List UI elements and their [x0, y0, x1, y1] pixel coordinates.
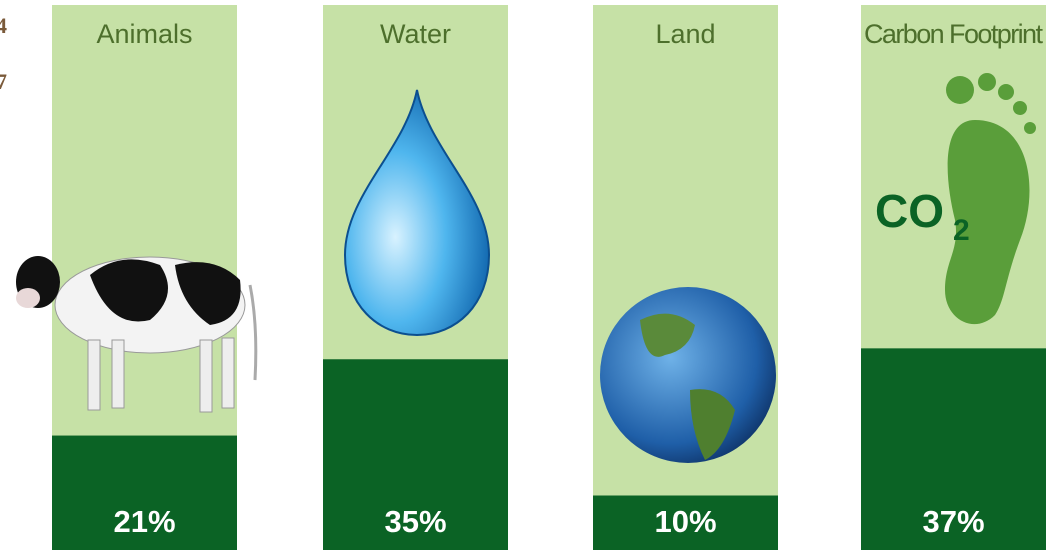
- co2-subscript: 2: [953, 214, 970, 247]
- value-label: 10%: [654, 504, 716, 539]
- value-label: 37%: [922, 504, 984, 539]
- bar: [593, 495, 778, 550]
- value-label: 35%: [384, 504, 446, 539]
- category-label: Land: [655, 19, 715, 49]
- bar: [323, 359, 508, 550]
- column-background: [593, 5, 778, 550]
- footprint-icon: [945, 73, 1036, 325]
- icons: CO 2: [16, 73, 1036, 463]
- earth-icon: [600, 287, 776, 463]
- bar: [861, 348, 1046, 550]
- co2-label: CO: [875, 185, 944, 237]
- category-label: Carbon Footprint: [864, 19, 1043, 49]
- bar: [52, 435, 237, 550]
- category-label: Water: [380, 19, 451, 49]
- value-label: 21%: [113, 504, 175, 539]
- edge-label: 4: [0, 13, 7, 38]
- edge-label: 7: [0, 69, 7, 94]
- category-label: Animals: [96, 19, 192, 49]
- cow-icon: [16, 256, 258, 413]
- water-drop-icon: [343, 89, 491, 337]
